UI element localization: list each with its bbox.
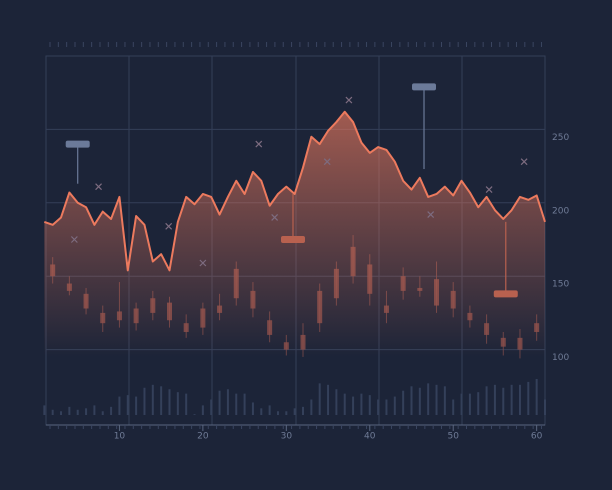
x-marker xyxy=(165,222,173,230)
y-tick-label: 150 xyxy=(552,280,569,290)
flag-label xyxy=(65,140,90,148)
x-marker xyxy=(485,186,493,194)
x-marker xyxy=(95,183,102,191)
x-tick-label: 40 xyxy=(364,432,376,442)
y-tick-label: 250 xyxy=(552,133,569,143)
price-line xyxy=(43,110,546,272)
x-tick-label: 60 xyxy=(531,432,543,442)
x-marker xyxy=(427,211,435,218)
x-marker xyxy=(345,96,353,104)
x-tick-label: 20 xyxy=(197,432,209,442)
flag-label xyxy=(280,236,305,243)
flag-label xyxy=(493,290,518,298)
x-marker xyxy=(520,158,528,166)
price-area xyxy=(44,111,545,357)
x-marker xyxy=(255,140,263,148)
flag-label xyxy=(412,83,437,91)
x-tick-label: 50 xyxy=(447,432,459,442)
top-ruler xyxy=(49,42,542,47)
x-marker xyxy=(199,259,207,267)
x-marker xyxy=(323,158,331,166)
y-tick-label: 100 xyxy=(552,353,569,363)
x-tick-label: 30 xyxy=(281,432,293,442)
x-marker xyxy=(271,214,279,221)
x-tick-label: 10 xyxy=(114,432,126,442)
x-marker xyxy=(70,236,78,243)
y-tick-label: 200 xyxy=(552,206,569,216)
